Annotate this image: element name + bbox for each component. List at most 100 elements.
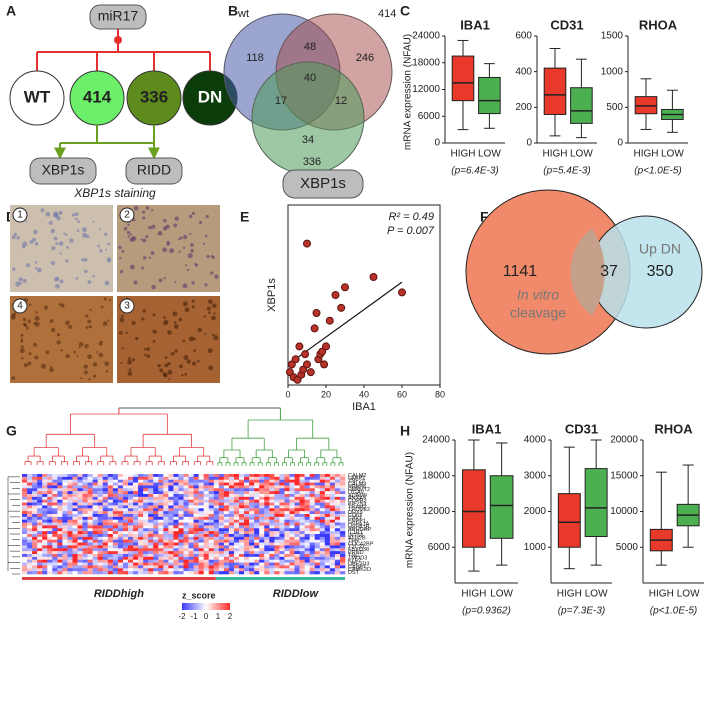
heatmap-cell — [274, 499, 280, 503]
stain-texture — [119, 317, 125, 323]
heatmap-cell — [319, 505, 326, 509]
heatmap-cell — [112, 562, 119, 566]
heatmap-cell — [314, 476, 321, 481]
heatmap-cell — [183, 519, 189, 523]
heatmap-cell — [314, 548, 321, 552]
heatmap-cell — [319, 479, 326, 483]
heatmap-cell — [148, 488, 154, 492]
heatmap-cell — [143, 565, 149, 569]
heatmap-cell — [183, 551, 189, 555]
heatmap-cell — [112, 516, 119, 521]
heatmap-cell — [239, 511, 245, 515]
heatmap-cell — [102, 474, 109, 478]
heatmap-cell — [117, 482, 124, 486]
heatmap-cell — [22, 559, 28, 563]
heatmap-cell — [299, 565, 305, 569]
heatmap-cell — [188, 499, 194, 503]
heatmap-cell — [77, 502, 83, 506]
heatmap-cell — [57, 514, 63, 518]
heatmap-cell — [62, 562, 68, 566]
stain-texture — [76, 229, 80, 233]
heatmap-cell — [168, 491, 174, 495]
stain-texture — [50, 365, 53, 369]
heatmap-cell — [259, 522, 265, 526]
heatmap-cell — [228, 548, 235, 552]
heatmap-cell — [233, 548, 240, 552]
x-tick-label: LOW — [661, 149, 684, 160]
heatmap-cell — [324, 525, 331, 529]
stain-texture — [33, 229, 38, 235]
heatmap-cell — [304, 488, 310, 492]
heatmap-cell — [213, 571, 220, 575]
heatmap-cell — [339, 548, 346, 552]
heatmap-cell — [279, 536, 285, 541]
heatmap-cell — [122, 476, 129, 481]
stain-texture — [118, 330, 123, 335]
heatmap-cell — [193, 494, 199, 498]
heatmap-cell — [239, 545, 245, 549]
heatmap-cell — [264, 571, 270, 575]
heatmap-cell — [133, 545, 139, 549]
heatmap-cell — [309, 528, 316, 532]
heatmap-cell — [92, 556, 99, 561]
heatmap-cell — [117, 536, 124, 541]
heatmap-cell — [133, 488, 139, 492]
heatmap-cell — [163, 505, 169, 509]
stain-texture — [20, 357, 24, 360]
heatmap-cell — [239, 491, 245, 495]
heatmap-cell — [289, 496, 295, 501]
heatmap-cell — [274, 542, 280, 546]
heatmap-cell — [153, 519, 159, 523]
heatmap-cell — [52, 505, 58, 509]
gene-label: CASP7 — [348, 564, 366, 570]
heatmap-cell — [188, 525, 194, 529]
heatmap-cell — [37, 559, 43, 563]
heatmap-cell — [37, 539, 43, 543]
heatmap-cell — [62, 554, 68, 558]
heatmap-cell — [47, 565, 53, 569]
heatmap-cell — [254, 551, 260, 555]
heatmap-cell — [112, 494, 119, 498]
point — [303, 239, 311, 248]
heatmap-cell — [77, 508, 83, 512]
heatmap-cell — [249, 534, 255, 538]
heatmap-cell — [92, 571, 99, 575]
stain-texture — [84, 269, 88, 274]
heatmap-cell — [334, 531, 341, 535]
heatmap-cell — [82, 568, 88, 572]
heatmap-cell — [37, 499, 43, 503]
heatmap-cell — [138, 508, 144, 512]
heatmap-cell — [188, 508, 194, 512]
heatmap-cell — [294, 499, 300, 503]
heatmap-cell — [279, 499, 285, 503]
heatmap-cell — [319, 531, 326, 535]
stain-texture — [76, 355, 79, 358]
heatmap-cell — [87, 491, 93, 495]
heatmap-cell — [299, 485, 305, 489]
heatmap-cell — [37, 556, 43, 561]
heatmap-cell — [309, 571, 316, 575]
heatmap-cell — [284, 556, 290, 561]
heatmap-cell — [57, 536, 63, 541]
heatmap-cell — [47, 476, 53, 481]
heatmap-cell — [102, 514, 109, 518]
heatmap-cell — [223, 482, 230, 486]
stain-texture — [210, 255, 214, 258]
heatmap-cell — [27, 548, 33, 552]
heatmap-cell — [208, 568, 215, 572]
heatmap-cell — [133, 479, 139, 483]
stain-texture — [97, 244, 101, 248]
heatmap-cell — [82, 502, 88, 506]
stain-texture — [208, 299, 213, 305]
heatmap-cell — [77, 554, 83, 558]
heatmap-cell — [249, 508, 255, 512]
heatmap-cell — [294, 562, 300, 566]
heatmap-cell — [269, 519, 275, 523]
heatmap-cell — [198, 554, 204, 558]
heatmap-cell — [47, 499, 53, 503]
heatmap-cell — [168, 539, 174, 543]
heatmap-cell — [178, 548, 184, 552]
heatmap-cell — [339, 562, 346, 566]
heatmap-cell — [339, 494, 346, 498]
heatmap-cell — [72, 508, 78, 512]
